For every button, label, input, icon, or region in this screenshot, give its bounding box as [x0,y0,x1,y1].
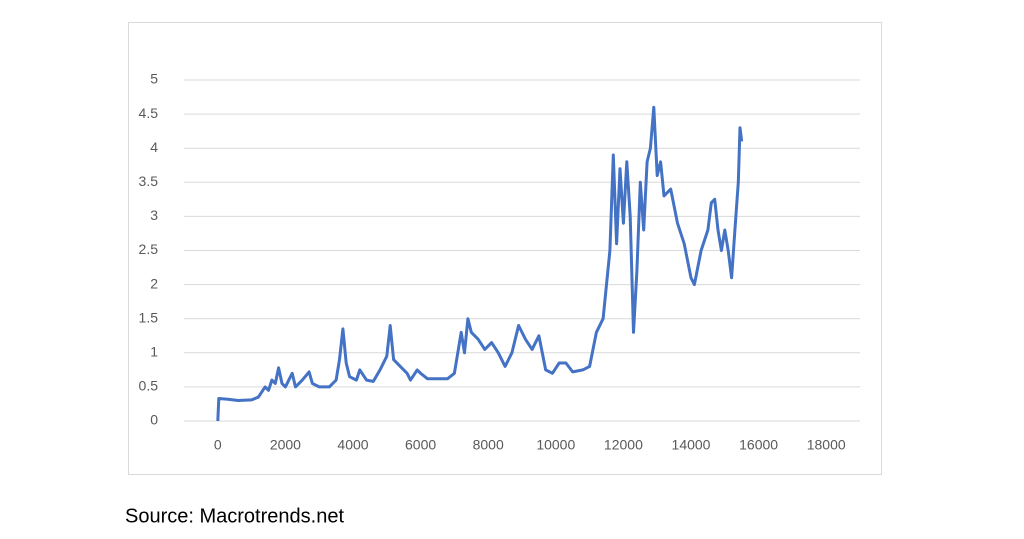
chart-frame [128,22,882,475]
x-tick-label: 0 [214,437,222,453]
y-tick-label: 1.5 [139,309,159,325]
x-tick-label: 6000 [405,437,436,453]
y-tick-label: 0 [150,412,158,428]
data-line [216,105,744,422]
y-tick-label: 5 [150,71,158,87]
x-tick-label: 18000 [807,437,846,453]
x-tick-label: 2000 [270,437,301,453]
x-tick-label: 10000 [536,437,575,453]
x-tick-label: 14000 [672,437,711,453]
y-tick-label: 3.5 [139,173,159,189]
x-tick-label: 16000 [739,437,778,453]
y-tick-label: 2 [150,275,158,291]
y-tick-label: 2.5 [139,241,159,257]
x-tick-label: 8000 [473,437,504,453]
y-tick-label: 3 [150,207,158,223]
y-tick-label: 1 [150,344,158,360]
source-note: Source: Macrotrends.net [125,505,344,527]
x-tick-label: 12000 [604,437,643,453]
y-tick-label: 0.5 [139,378,159,394]
y-tick-label: 4.5 [139,105,159,121]
y-tick-label: 4 [150,139,158,155]
x-tick-label: 4000 [337,437,368,453]
